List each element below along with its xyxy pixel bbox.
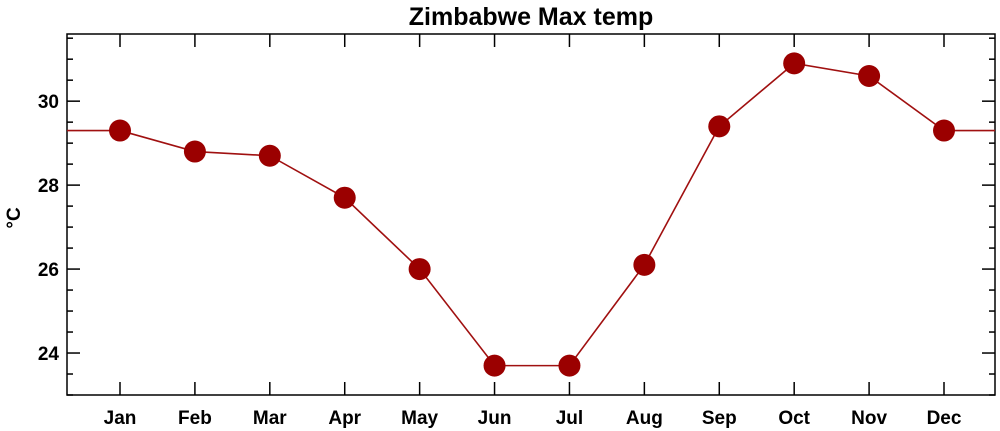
data-point [183, 140, 206, 163]
x-tick-label: Jun [478, 408, 512, 429]
data-point [783, 52, 806, 75]
y-axis-label: °C [4, 207, 25, 229]
x-tick-label: Feb [178, 408, 212, 429]
data-point [333, 186, 356, 209]
x-tick-label: Mar [253, 408, 287, 429]
axis-ticks [67, 34, 995, 396]
y-tick-label: 30 [38, 92, 59, 113]
x-tick-label: May [401, 408, 438, 429]
x-tick-label: Jul [556, 408, 583, 429]
data-point [408, 258, 431, 281]
y-tick-label: 28 [38, 176, 59, 197]
data-point [933, 119, 955, 142]
chart-title: Zimbabwe Max temp [409, 3, 654, 31]
x-tick-labels: Jan Feb Mar Apr May Jun Jul Aug Sep Oct Nov Dec [104, 408, 962, 429]
x-tick-label: Dec [927, 408, 962, 429]
series-line [67, 62, 995, 367]
y-tick-label: 26 [38, 260, 59, 281]
y-tick-label: 24 [38, 344, 60, 365]
data-point [258, 144, 281, 167]
x-tick-label: Sep [702, 408, 737, 429]
x-tick-label: Jan [104, 408, 137, 429]
series-layer [67, 52, 995, 377]
y-tick-labels: 24 26 28 30 [38, 92, 60, 365]
x-tick-label: Oct [778, 408, 810, 429]
data-point [483, 354, 506, 377]
plot-frame [66, 33, 996, 396]
x-tick-label: Nov [851, 408, 887, 429]
x-tick-label: Aug [626, 408, 663, 429]
data-point [558, 354, 581, 377]
x-tick-label: Apr [328, 408, 361, 429]
data-point [633, 253, 656, 276]
data-point [858, 64, 881, 87]
data-point [109, 119, 131, 142]
data-point [708, 115, 731, 138]
